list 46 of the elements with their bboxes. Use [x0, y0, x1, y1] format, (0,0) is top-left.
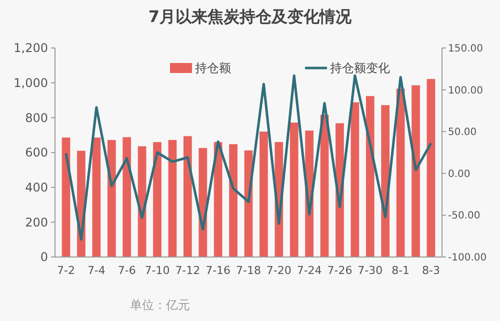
- text: 单位：亿元: [130, 298, 190, 312]
- y-tick-label: 400: [25, 180, 48, 195]
- bar: [426, 79, 436, 257]
- x-tick-label: 7-6: [118, 264, 136, 277]
- x-tick-label: 7-10: [144, 264, 170, 277]
- line-series: [64, 74, 432, 241]
- x-tick-label: 8-1: [392, 264, 410, 277]
- x-tick-label: 7-16: [206, 264, 231, 277]
- bar: [153, 142, 162, 257]
- y-tick-label: 200: [25, 215, 48, 230]
- bar: [92, 138, 101, 257]
- bar: [214, 142, 222, 257]
- x-tick-label: 7-12: [175, 264, 200, 277]
- y2-tick-label: 100.00: [448, 85, 483, 96]
- x-tick-label: 7-24: [296, 264, 322, 277]
- bar: [350, 102, 360, 257]
- y2-tick-label: -100.00: [448, 252, 487, 264]
- x-tick-label: 8-3: [422, 264, 440, 277]
- x-tick-label: 7-26: [327, 264, 352, 277]
- bar: [229, 144, 238, 257]
- bar: [290, 122, 298, 257]
- bar: [412, 85, 420, 257]
- bar: [62, 138, 70, 257]
- x-tick-label: 7-18: [236, 264, 261, 277]
- x-tick-label: 7-20: [266, 264, 292, 277]
- y-tick-label: 1,000: [14, 76, 48, 90]
- bar: [366, 96, 374, 257]
- y-tick-label: 600: [25, 146, 48, 160]
- x-tick-label: 7-2: [57, 264, 76, 277]
- y-tick-label: 1,200: [14, 41, 48, 56]
- bar: [260, 132, 268, 257]
- chart-title: 7月以来焦炭持仓及变化情况: [148, 7, 353, 26]
- y2-tick-label: 0.00: [448, 168, 470, 180]
- bar: [168, 140, 177, 257]
- y2-tick-label: 50.00: [448, 127, 477, 138]
- bar: [107, 140, 116, 257]
- x-tick-label: 7-4: [87, 264, 106, 277]
- y-tick-label: 0: [40, 250, 48, 264]
- y-tick-label: 800: [25, 110, 48, 125]
- y2-tick-label: -50.00: [448, 210, 480, 222]
- bar: [122, 137, 132, 257]
- legend-label: 持仓额: [195, 61, 231, 76]
- legend-label: 持仓额变化: [330, 61, 390, 76]
- y2-tick-label: 150.00: [448, 44, 483, 54]
- x-tick-label: 7-30: [358, 264, 383, 277]
- bar: [183, 136, 192, 257]
